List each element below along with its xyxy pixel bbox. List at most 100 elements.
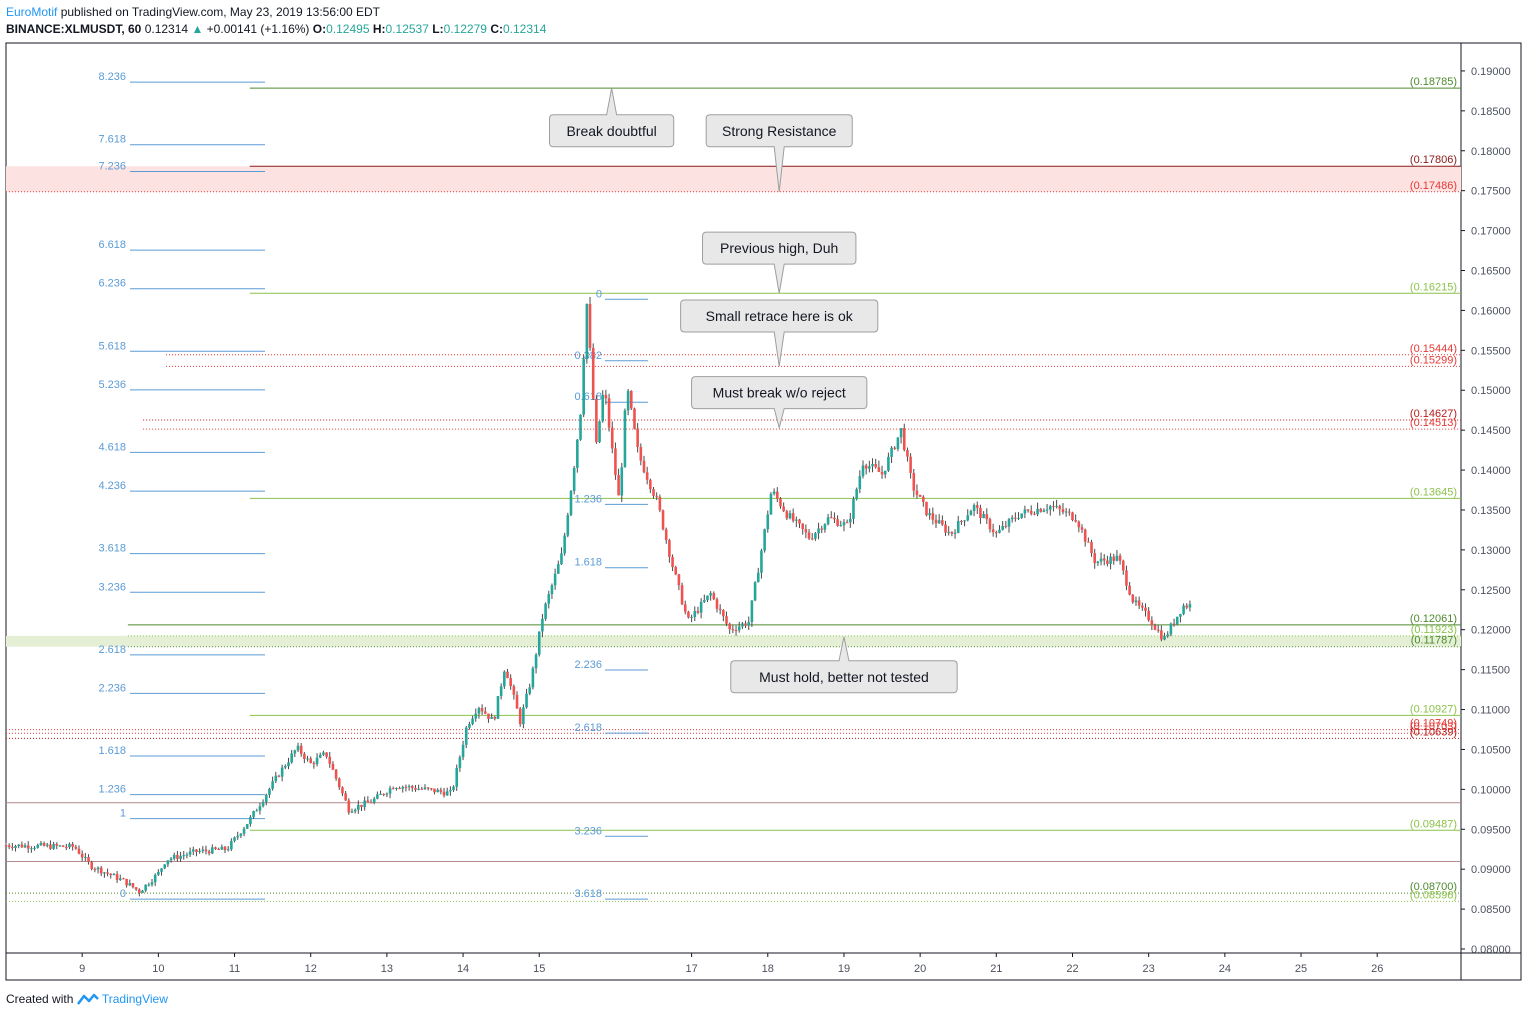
candle-body (645, 472, 649, 480)
candle-body (760, 550, 763, 573)
close-label: C: (490, 22, 503, 36)
y-tick-label: 0.16500 (1471, 266, 1511, 278)
callout-bubble (680, 299, 879, 367)
candle-body (252, 811, 255, 818)
candle-body (617, 475, 620, 496)
annotation-callout[interactable]: Must break w/o reject (691, 376, 868, 430)
candle-body (823, 524, 827, 530)
candle-body (372, 798, 376, 803)
candle-body (741, 623, 744, 627)
open-value: 0.12495 (326, 22, 370, 36)
candle-body (223, 846, 227, 851)
candle-body (245, 824, 249, 829)
candle-body (84, 856, 87, 858)
fib-ext-label: 8.236 (98, 71, 126, 83)
candle-body (572, 467, 576, 492)
candle-body (810, 538, 814, 540)
candle-body (864, 465, 868, 469)
candle-body (176, 854, 179, 859)
candle-body (461, 744, 465, 758)
callout-bubble (705, 114, 853, 192)
fib-ret-label: 1.236 (574, 493, 602, 505)
candle-body (585, 304, 589, 360)
candle-body (458, 757, 462, 768)
candle-body (347, 800, 351, 813)
candle-body (680, 585, 684, 605)
candle-body (1042, 510, 1046, 512)
level-label: (0.10749) (1410, 718, 1457, 730)
annotation-callout[interactable]: Previous high, Duh (702, 231, 857, 294)
candle-body (1102, 558, 1106, 561)
candle-body (420, 788, 424, 790)
candle-body (1020, 513, 1024, 518)
candle-body (379, 793, 382, 795)
candle-body (756, 572, 760, 583)
candle-body (877, 467, 881, 472)
price-chart[interactable]: (0.18785) (0.17806) (0.17486) (0.16215) (0.1… (0, 0, 1526, 990)
candle-body (42, 843, 46, 846)
x-tick-label: 18 (762, 963, 774, 975)
candle-body (693, 611, 697, 617)
y-tick-label: 0.17500 (1471, 186, 1511, 198)
candle-body (1077, 521, 1081, 528)
candle-body (833, 517, 836, 520)
y-tick-label: 0.12000 (1471, 625, 1511, 637)
candle-body (722, 610, 725, 617)
candle-body (109, 873, 113, 876)
candle-body (804, 529, 808, 533)
candle-body (1071, 512, 1074, 521)
annotation-callout[interactable]: Break doubtful (549, 88, 675, 148)
x-tick-label: 21 (990, 963, 1002, 975)
candle-body (696, 611, 700, 613)
candle-body (795, 519, 798, 521)
candle-body (204, 849, 208, 852)
candle-body (1182, 605, 1185, 615)
candle-body (80, 853, 84, 858)
candle-body (201, 849, 205, 852)
candle-body (1023, 509, 1027, 514)
symbol-label[interactable]: BINANCE:XLMUSDT, 60 (6, 22, 142, 36)
candle-body (604, 394, 608, 399)
candle-body (7, 845, 11, 847)
candle-body (128, 883, 132, 886)
candle-body (728, 623, 731, 630)
candle-body (236, 835, 240, 838)
author-link[interactable]: EuroMotif (6, 5, 58, 19)
y-tick-label: 0.11500 (1471, 665, 1510, 677)
candle-body (290, 753, 293, 763)
candle-body (579, 414, 582, 440)
candle-body (890, 447, 893, 457)
zone-band (6, 635, 1461, 647)
candle-body (1115, 555, 1119, 561)
level-label: (0.16215) (1410, 281, 1457, 293)
candle-body (426, 787, 430, 789)
candle-body (52, 843, 55, 849)
fib-ext-label: 5.236 (98, 379, 126, 391)
candle-body (395, 788, 398, 790)
annotation-callout[interactable]: Must hold, better not tested (730, 636, 958, 694)
candle-body (480, 708, 484, 712)
candle-body (306, 758, 309, 760)
candle-body (683, 604, 687, 612)
candle-body (1112, 556, 1116, 561)
candle-body (442, 791, 446, 796)
candle-body (1109, 556, 1112, 564)
candle-body (601, 394, 605, 422)
annotation-callout[interactable]: Strong Resistance (705, 114, 853, 192)
candle-body (750, 600, 754, 622)
candle-body (328, 756, 332, 764)
candle-body (477, 708, 481, 714)
level-label: (0.11787) (1411, 635, 1457, 647)
x-tick-label: 14 (457, 963, 469, 975)
candle-body (633, 408, 636, 429)
candle-body (242, 828, 246, 834)
candle-body (417, 788, 420, 790)
candle-body (699, 601, 703, 613)
high-label: H: (372, 22, 386, 36)
candle-body (1163, 636, 1166, 640)
annotation-callout[interactable]: Small retrace here is ok (680, 299, 879, 367)
tradingview-brand-link[interactable]: TradingView (101, 992, 168, 1006)
candle-body (534, 654, 538, 669)
candle-body (607, 398, 611, 428)
candle-body (1048, 506, 1052, 510)
